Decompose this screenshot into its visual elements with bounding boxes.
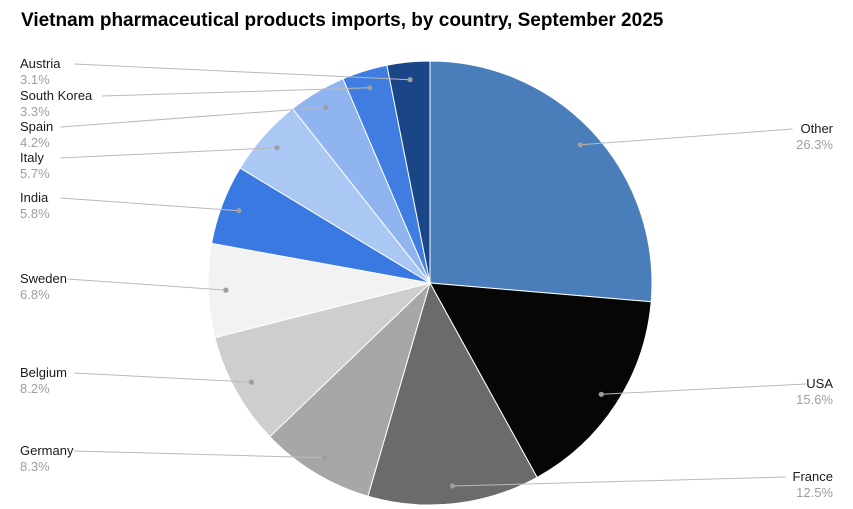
leader-line — [452, 476, 786, 487]
slice-label-austria: Austria — [20, 56, 61, 71]
leader-line — [601, 383, 807, 395]
slice-value-italy: 5.7% — [20, 166, 50, 181]
leader-dot — [577, 142, 584, 148]
slice-label-italy: Italy — [20, 150, 44, 165]
slice-value-austria: 3.1% — [20, 72, 50, 87]
leader-line — [74, 372, 252, 383]
slice-label-india: India — [20, 190, 49, 205]
leader-line — [67, 278, 226, 291]
leader-dot — [598, 391, 604, 397]
leader-line — [60, 147, 278, 159]
leader-line — [74, 450, 325, 459]
pie-slice-other[interactable] — [429, 60, 653, 303]
leader-dot — [248, 379, 254, 385]
pie-slice-austria[interactable] — [386, 60, 431, 284]
leader-dot — [321, 455, 327, 461]
leader-dot — [223, 287, 229, 293]
slice-value-sweden: 6.8% — [20, 287, 50, 302]
slice-label-sweden: Sweden — [20, 271, 67, 286]
pie-slice-usa[interactable] — [429, 282, 652, 479]
slice-value-spain: 4.2% — [20, 135, 50, 150]
leader-dot — [367, 85, 373, 91]
leader-line — [580, 128, 793, 146]
slice-label-germany: Germany — [20, 443, 74, 458]
slice-value-south-korea: 3.3% — [20, 104, 50, 119]
leader-dot — [274, 145, 280, 151]
leader-line — [60, 106, 326, 128]
pie-slice-belgium[interactable] — [214, 282, 432, 438]
slice-label-france: France — [793, 469, 833, 484]
leader-dot — [236, 208, 242, 214]
slice-label-spain: Spain — [20, 119, 53, 134]
leader-line — [74, 63, 411, 81]
slice-value-other: 26.3% — [796, 137, 833, 152]
leader-dot — [407, 77, 413, 83]
slice-value-usa: 15.6% — [796, 392, 833, 407]
leader-line — [60, 197, 240, 212]
slice-label-south-korea: South Korea — [20, 88, 93, 103]
slice-label-belgium: Belgium — [20, 365, 67, 380]
slice-value-france: 12.5% — [796, 485, 833, 500]
leader-dot — [323, 104, 329, 110]
leader-dot — [449, 483, 456, 489]
slice-label-usa: USA — [806, 376, 833, 391]
leader-line — [101, 87, 370, 97]
slice-value-belgium: 8.2% — [20, 381, 50, 396]
slice-value-india: 5.8% — [20, 206, 50, 221]
chart-title: Vietnam pharmaceutical products imports,… — [21, 10, 664, 31]
slice-label-other: Other — [800, 121, 833, 136]
pie-slice-germany[interactable] — [269, 281, 432, 497]
slice-value-germany: 8.3% — [20, 459, 50, 474]
